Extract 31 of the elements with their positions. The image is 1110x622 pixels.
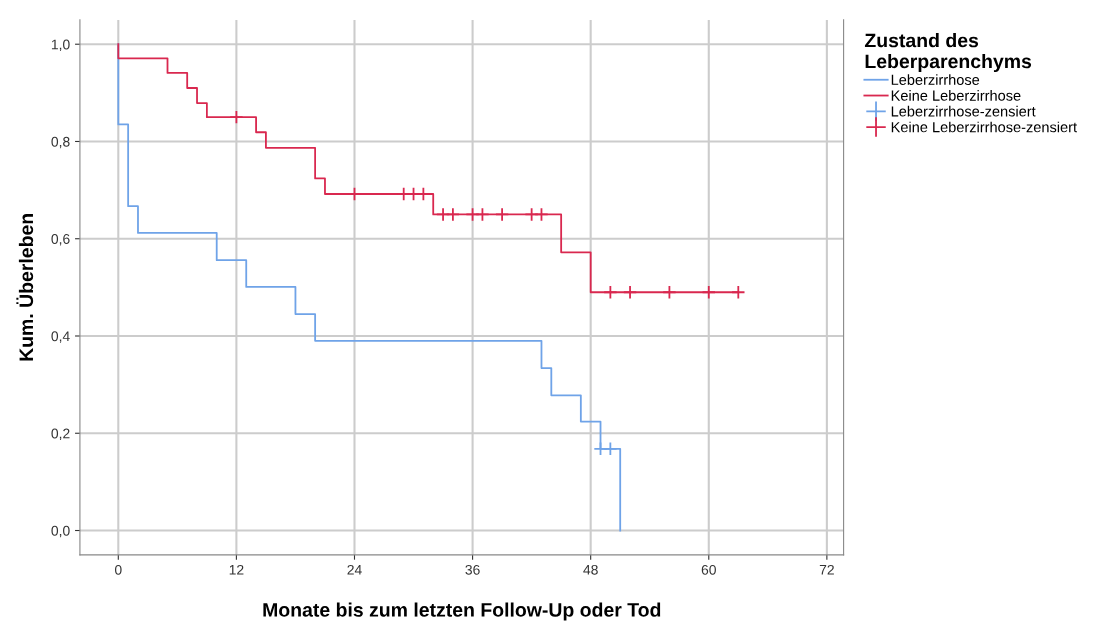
legend-label: Leberzirrhose-zensiert [891, 105, 1036, 117]
point [603, 441, 618, 456]
point [475, 207, 490, 222]
x-tick-label: 12 [229, 564, 244, 575]
x-tick-label: 72 [819, 564, 834, 575]
legend-label: Keine Leberzirrhose-zensiert [891, 121, 1077, 133]
x-tick-label: 48 [583, 564, 598, 575]
x-tick-label: 24 [347, 564, 362, 575]
point [229, 110, 244, 125]
x-tick-label: 60 [701, 564, 716, 575]
point [662, 285, 677, 300]
x-tick-label: 36 [465, 564, 480, 575]
y-tick-label: 0,6 [51, 234, 70, 246]
legend-title: Zustand des Leberparenchyms [864, 33, 1032, 73]
y-tick-label: 0,8 [51, 136, 70, 149]
point [494, 207, 510, 222]
point [731, 285, 746, 300]
point [622, 285, 638, 300]
y-tick-label: 0,2 [51, 428, 70, 441]
point [534, 207, 549, 222]
y-tick-label: 1,0 [51, 39, 70, 52]
x-axis-title: Monate bis zum letzten Follow-Up oder Tod [263, 602, 661, 621]
point [701, 285, 716, 300]
point [603, 285, 618, 300]
legend-label: Keine Leberzirrhose [891, 90, 1021, 101]
point [445, 207, 461, 222]
x-tick-label: 0 [114, 564, 122, 575]
legend-label: Leberzirrhose [891, 74, 980, 85]
y-tick-label: 0,0 [51, 525, 70, 538]
y-tick-label: 0,4 [51, 331, 70, 343]
y-axis-title: Kum. Überleben [16, 214, 34, 361]
